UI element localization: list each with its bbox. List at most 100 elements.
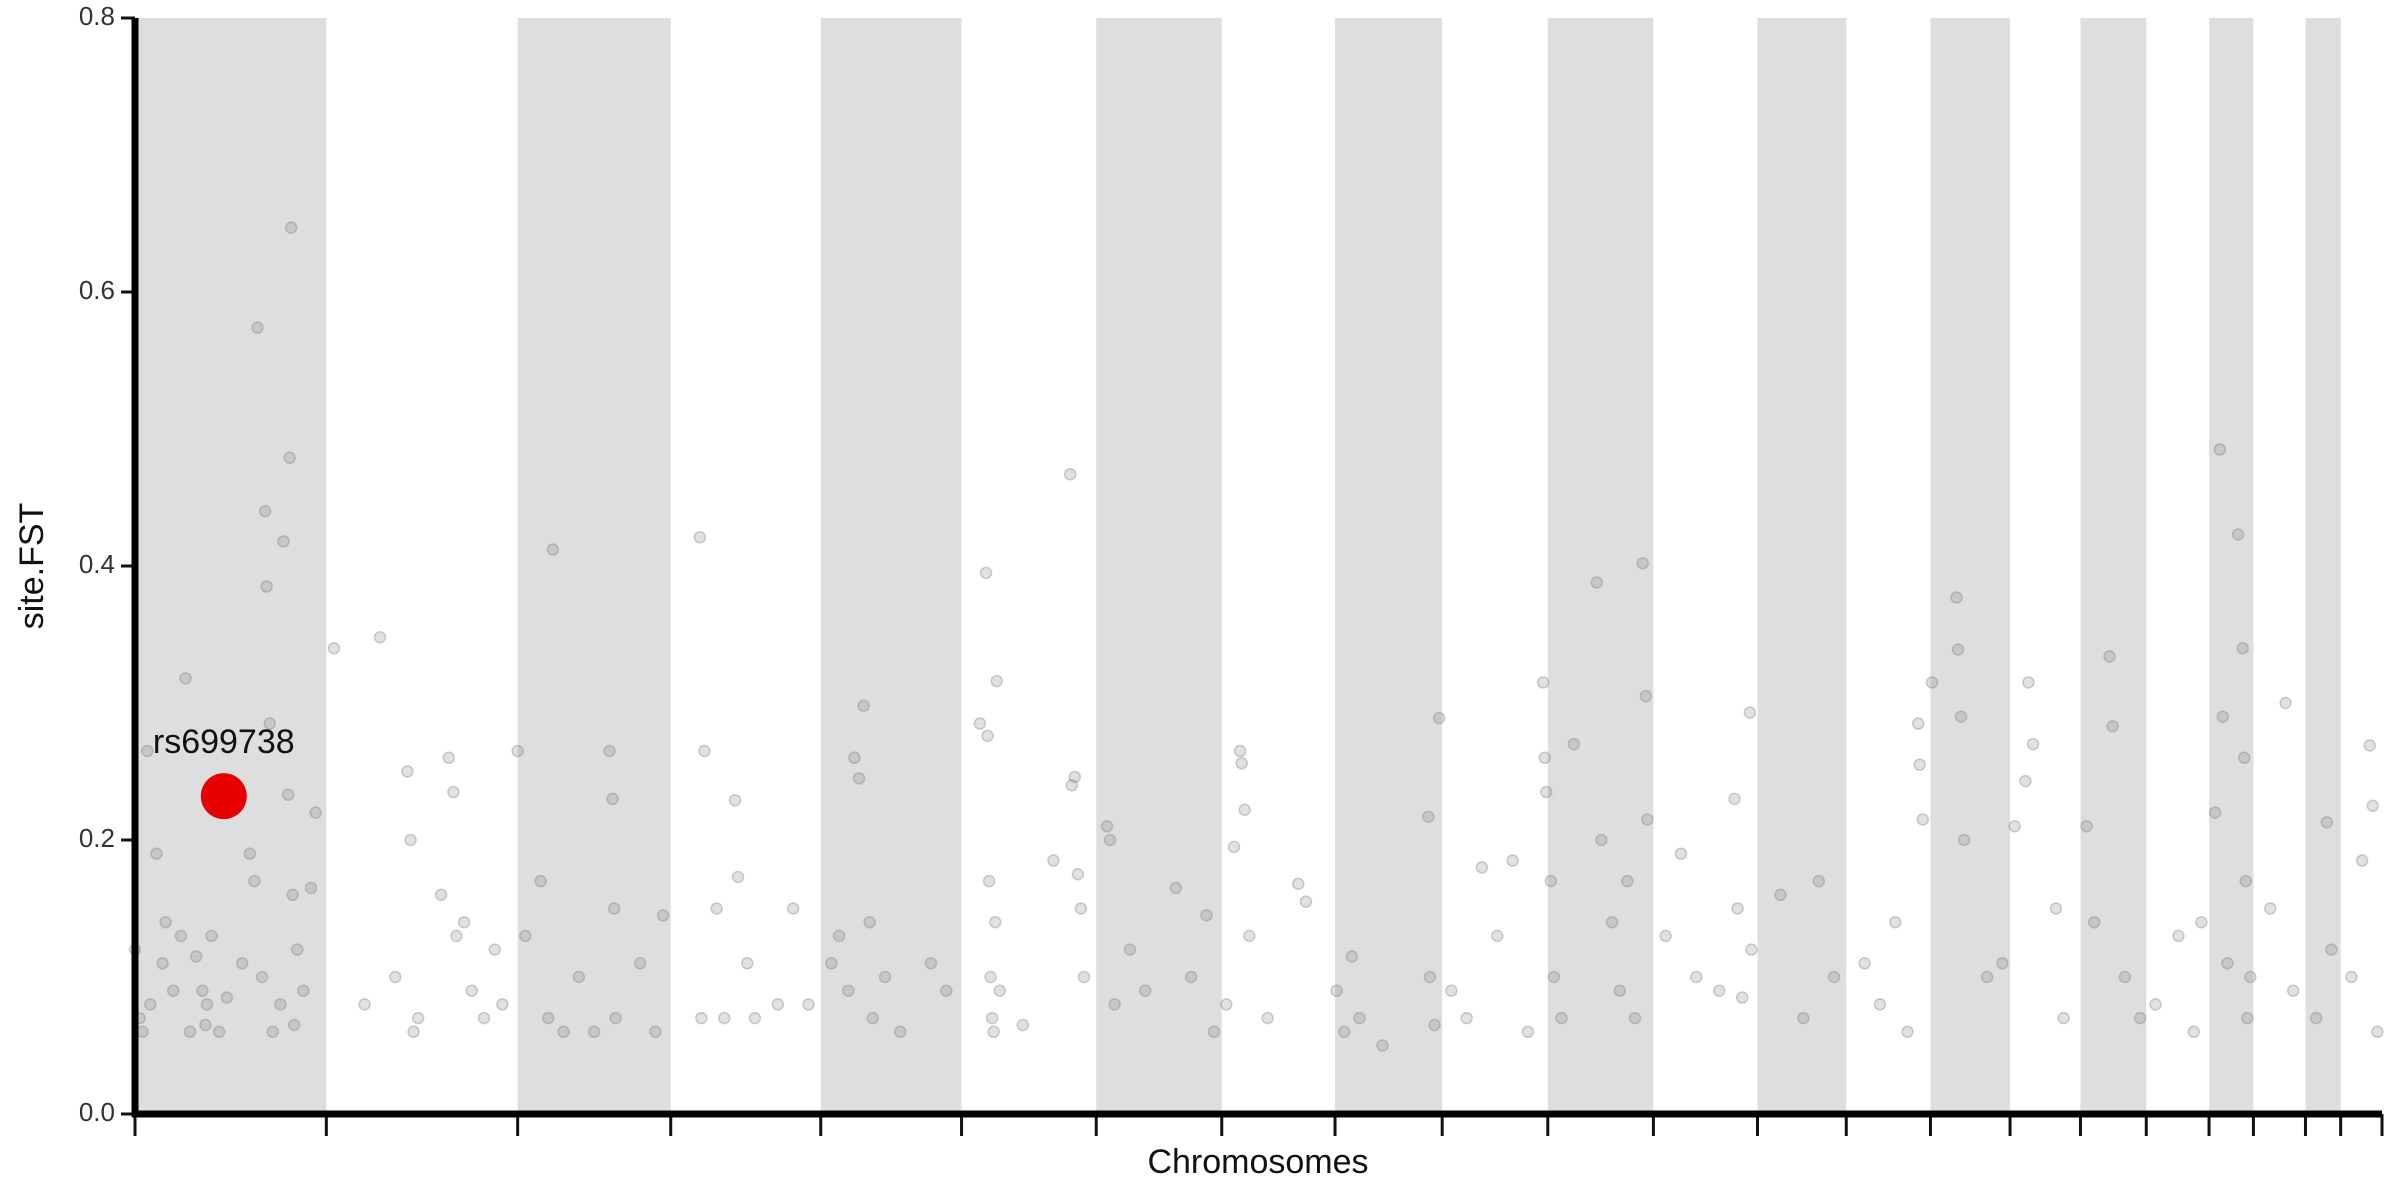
snp-point	[698, 744, 711, 758]
snp-point	[1540, 785, 1553, 799]
snp-point	[1460, 1011, 1473, 1025]
snp-point	[327, 641, 341, 655]
snp-point	[973, 717, 987, 730]
snp-point	[1544, 874, 1558, 888]
snp-point	[136, 1025, 149, 1039]
snp-point	[606, 792, 619, 806]
snp-point	[1951, 643, 1965, 656]
snp-point	[1243, 929, 1256, 943]
snp-point	[283, 451, 296, 465]
snp-point	[2195, 915, 2208, 929]
snp-point	[1547, 970, 1561, 984]
snp-point	[358, 998, 371, 1011]
snp-point	[1103, 833, 1117, 847]
snp-point	[1731, 902, 1744, 915]
snp-point	[710, 902, 723, 915]
snp-point	[450, 929, 463, 943]
snp-point	[603, 744, 616, 758]
snp-point	[1123, 943, 1137, 956]
snp-point	[572, 970, 586, 984]
snp-point	[434, 888, 448, 902]
snp-point	[477, 1011, 491, 1025]
snp-point	[633, 957, 647, 970]
snp-point	[985, 1011, 999, 1025]
snp-point	[2264, 902, 2277, 915]
snp-point	[984, 970, 997, 984]
snp-point	[2221, 957, 2234, 970]
snp-point	[2080, 820, 2093, 833]
snp-point	[1873, 998, 1887, 1011]
snp-point	[1233, 744, 1247, 758]
snp-point	[1728, 792, 1741, 806]
chromosome-band	[1757, 18, 1847, 1114]
snp-point	[786, 902, 800, 915]
snp-point	[866, 1011, 880, 1025]
snp-point	[802, 998, 815, 1011]
snp-point	[542, 1011, 555, 1025]
chromosome-band	[517, 18, 671, 1114]
snp-point	[1925, 676, 1939, 689]
snp-point	[534, 874, 547, 888]
snp-point	[286, 888, 299, 902]
snp-point	[2149, 998, 2162, 1011]
snp-point	[1376, 1039, 1389, 1052]
chromosome-band	[1547, 18, 1654, 1114]
snp-point	[2345, 970, 2358, 984]
chromosome-band	[1930, 18, 2011, 1114]
snp-point	[1345, 950, 1359, 963]
snp-point	[693, 530, 707, 544]
snp-point	[251, 321, 264, 334]
snp-point	[2133, 1011, 2147, 1025]
x-axis-label: Chromosomes	[1147, 1143, 1368, 1181]
snp-point	[1538, 751, 1551, 765]
snp-point	[457, 915, 471, 929]
snp-point	[1100, 820, 1114, 833]
snp-point	[1428, 1018, 1441, 1032]
snp-point	[2172, 929, 2185, 943]
snp-point	[2236, 641, 2249, 655]
snp-point	[2103, 650, 2116, 663]
snp-point	[263, 717, 276, 730]
snp-point	[607, 902, 621, 915]
snp-point	[1261, 1011, 1274, 1025]
snp-point	[878, 970, 892, 984]
snp-point	[924, 957, 938, 970]
snp-point	[990, 674, 1004, 688]
snp-point	[1207, 1025, 1221, 1039]
snp-point	[1595, 833, 1608, 847]
snp-point	[2279, 696, 2292, 710]
snp-point	[1108, 998, 1121, 1011]
snp-point	[741, 957, 754, 970]
snp-point	[290, 943, 304, 956]
chromosome-band	[2305, 18, 2341, 1114]
snp-point	[212, 1025, 226, 1039]
snp-point	[557, 1025, 570, 1039]
snp-point	[656, 909, 670, 922]
snp-point	[1353, 1011, 1366, 1025]
snp-point	[1200, 909, 1213, 922]
snp-point	[2237, 751, 2251, 765]
snp-point	[277, 535, 290, 548]
snp-point	[1590, 576, 1604, 589]
snp-point	[2208, 806, 2222, 819]
snp-point	[993, 984, 1007, 997]
snp-point	[1957, 833, 1971, 847]
snp-point	[825, 957, 838, 970]
snp-point	[863, 915, 876, 929]
snp-point	[546, 543, 560, 556]
snp-point	[260, 580, 273, 593]
chromosome-band	[2080, 18, 2147, 1114]
snp-point	[2187, 1025, 2200, 1039]
snp-point	[1016, 1018, 1030, 1032]
snp-point	[982, 874, 996, 888]
snp-point	[1235, 757, 1248, 770]
snp-point	[266, 1025, 280, 1039]
snp-point	[2244, 970, 2257, 984]
snp-point	[587, 1025, 601, 1039]
snp-point	[981, 729, 994, 743]
chromosome-band	[820, 18, 962, 1114]
snp-point	[1911, 717, 1925, 730]
snp-point	[2057, 1011, 2070, 1025]
snp-point	[1555, 1011, 1568, 1025]
snp-point	[1674, 847, 1688, 860]
